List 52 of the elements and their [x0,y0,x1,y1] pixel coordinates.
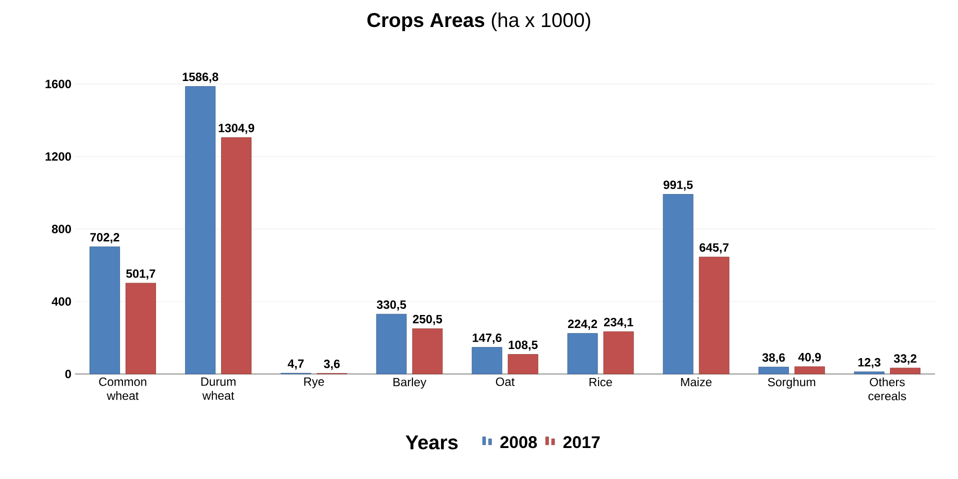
y-tick-label: 1600 [46,80,71,88]
bar [376,314,407,374]
x-tick-label: Rice [590,378,612,386]
data-label: 330,5 [376,300,406,311]
legend-label: 2017 [563,436,600,448]
y-tick-label: 0 [65,370,71,378]
bar [185,86,216,374]
x-tick-label: Maize [681,378,712,386]
data-label: 702,2 [90,233,120,244]
data-label: 645,7 [700,243,729,254]
data-label: 1304,9 [218,124,254,134]
bar [890,368,920,374]
chart-title: Crops Areas (ha x 1000) [367,12,590,32]
bar [698,256,730,374]
y-tick-label: 400 [52,297,71,306]
x-tick-label: Barley [393,378,426,389]
x-tick-label: Rye [304,378,324,388]
bar [221,137,252,374]
bar [508,354,538,374]
y-tick-label: 800 [52,224,71,234]
x-tick-label: Others cereals [868,378,906,400]
data-label: 991,5 [664,180,693,191]
bar [758,366,789,374]
data-label: 501,7 [126,269,156,280]
bar [567,333,598,374]
data-label: 224,2 [568,320,598,330]
data-label: 3,6 [324,360,340,370]
legend-title: Years [406,436,458,450]
data-label: 108,5 [508,340,538,351]
bar [412,328,443,374]
bar [854,372,884,374]
x-tick-label: Oat [496,378,515,386]
bar [794,366,825,374]
bar [472,347,502,374]
y-tick-label: 1200 [46,152,71,161]
x-tick-label: Sorghum [768,378,816,389]
data-label: 12,3 [858,358,880,368]
data-label: 33,2 [894,354,916,364]
bar [126,282,156,374]
data-label: 4,7 [288,360,304,370]
data-label: 234,1 [604,318,634,328]
bar [662,194,694,374]
bar [603,331,634,374]
bar [90,246,120,374]
x-tick-label: Common wheat [99,378,146,400]
legend-label: 2008 [500,436,537,448]
data-label: 147,6 [472,334,502,344]
data-label: 40,9 [798,352,821,364]
x-tick-label: Durum wheat [201,378,236,400]
data-label: 38,6 [762,353,785,364]
data-label: 250,5 [412,314,442,326]
data-label: 1586,8 [182,72,218,83]
